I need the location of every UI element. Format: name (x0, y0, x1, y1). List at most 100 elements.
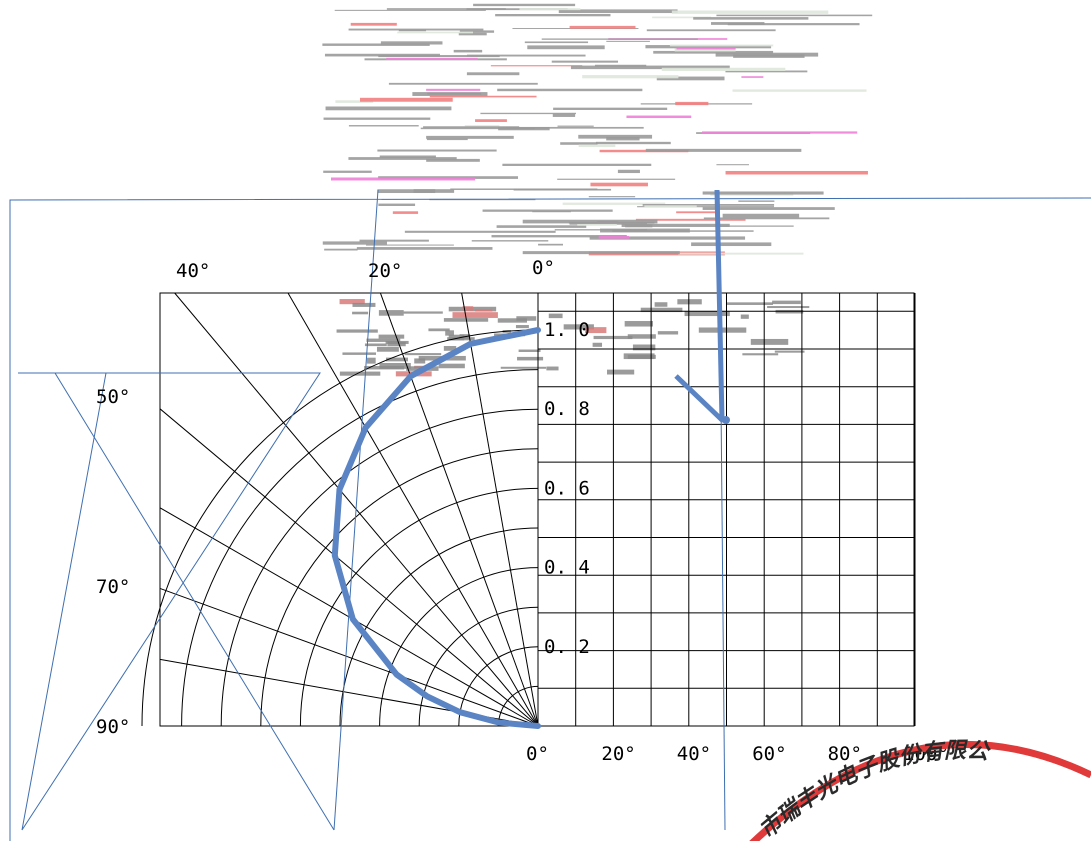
noise-stripe (675, 101, 709, 106)
x-tick-label: 40° (677, 743, 711, 765)
marker-point (722, 416, 730, 424)
noise-block (339, 299, 365, 305)
noise-block (339, 371, 381, 376)
noise-artifact-top (322, 3, 873, 256)
noise-stripe (467, 54, 586, 57)
noise-stripe (560, 142, 598, 145)
noise-stripe (495, 14, 611, 17)
noise-stripe (524, 41, 589, 44)
noise-block (750, 338, 789, 345)
noise-stripe (578, 144, 616, 148)
radial-tick-label: 1. 0 (544, 319, 590, 341)
noise-stripe (741, 76, 764, 78)
noise-block (428, 328, 450, 332)
radial-tick-label: 0. 8 (544, 398, 590, 420)
noise-block (336, 329, 378, 333)
noise-stripe (366, 244, 454, 246)
noise-stripe (594, 64, 647, 67)
noise-stripe (330, 177, 476, 181)
polar-angle-label: 20° (368, 260, 402, 282)
noise-stripe (661, 67, 786, 72)
noise-stripe (386, 57, 478, 60)
noise-stripe (557, 125, 594, 127)
noise-block (740, 314, 749, 319)
noise-stripe (348, 157, 457, 160)
noise-stripe (595, 141, 671, 145)
noise-stripe (570, 65, 730, 70)
noise-block (414, 358, 426, 364)
polar-grid (141, 292, 539, 727)
noise-stripe (578, 134, 653, 139)
noise-stripe (582, 75, 679, 79)
noise-block (767, 306, 810, 309)
noise-block (548, 313, 563, 319)
noise-stripe (464, 125, 500, 127)
noise-stripe (377, 189, 436, 194)
noise-stripe (350, 22, 397, 26)
noise-block (385, 357, 408, 362)
noise-block (517, 356, 544, 361)
noise-stripe (426, 158, 480, 162)
noise-stripe (702, 191, 824, 195)
polar-ray (379, 292, 539, 727)
noise-stripe (642, 203, 775, 206)
noise-block (462, 306, 474, 311)
noise-stripe (589, 236, 746, 240)
noise-stripe (656, 76, 725, 81)
noise-stripe (522, 251, 680, 255)
noise-block (364, 343, 387, 347)
noise-stripe (577, 223, 617, 226)
noise-block (592, 342, 603, 347)
noise-stripe (727, 23, 860, 26)
noise-stripe (497, 88, 643, 92)
noise-block (447, 337, 475, 341)
company-stamp: 市瑞丰光电子股份有限公 (749, 738, 1091, 841)
noise-block (546, 366, 559, 371)
noise-stripe (653, 50, 774, 54)
noise-block (684, 311, 730, 317)
noise-stripe (413, 189, 455, 193)
annotation-line (333, 189, 379, 831)
noise-stripe (702, 207, 835, 210)
noise-block (742, 353, 779, 356)
noise-stripe (519, 8, 581, 11)
noise-stripe (635, 218, 746, 221)
noise-stripe (725, 170, 868, 175)
noise-stripe (427, 92, 482, 95)
noise-stripe (637, 206, 775, 208)
noise-stripe (392, 211, 419, 214)
noise-stripe (471, 240, 549, 242)
noise-block (385, 340, 409, 344)
noise-stripe (703, 217, 830, 220)
noise-block (445, 330, 454, 336)
noise-stripe (348, 28, 484, 31)
noise-stripe (612, 230, 754, 232)
noise-stripe (323, 117, 431, 120)
polar-angle-label: 40° (176, 260, 210, 282)
noise-stripe (644, 205, 697, 208)
polar-ray (159, 408, 539, 727)
noise-block (677, 299, 702, 305)
noise-stripe (453, 49, 483, 53)
noise-block (404, 353, 442, 356)
noise-stripe (388, 82, 538, 85)
series-1-curve (331, 327, 541, 729)
noise-block (475, 309, 493, 312)
noise-stripe (732, 89, 867, 92)
noise-stripe (590, 182, 648, 187)
noise-stripe (532, 211, 571, 213)
radial-tick-label: 0. 6 (544, 477, 590, 499)
noise-block (640, 307, 683, 313)
noise-stripe (693, 17, 809, 20)
noise-stripe (334, 9, 486, 11)
noise-block (352, 311, 369, 315)
noise-stripe (356, 247, 493, 250)
x-tick-label: 20° (601, 743, 635, 765)
noise-stripe (491, 235, 627, 238)
noise-stripe (646, 29, 776, 32)
polar-ray (287, 292, 539, 727)
noise-stripe (671, 10, 829, 14)
noise-block (500, 366, 547, 369)
noise-stripe (386, 8, 506, 10)
